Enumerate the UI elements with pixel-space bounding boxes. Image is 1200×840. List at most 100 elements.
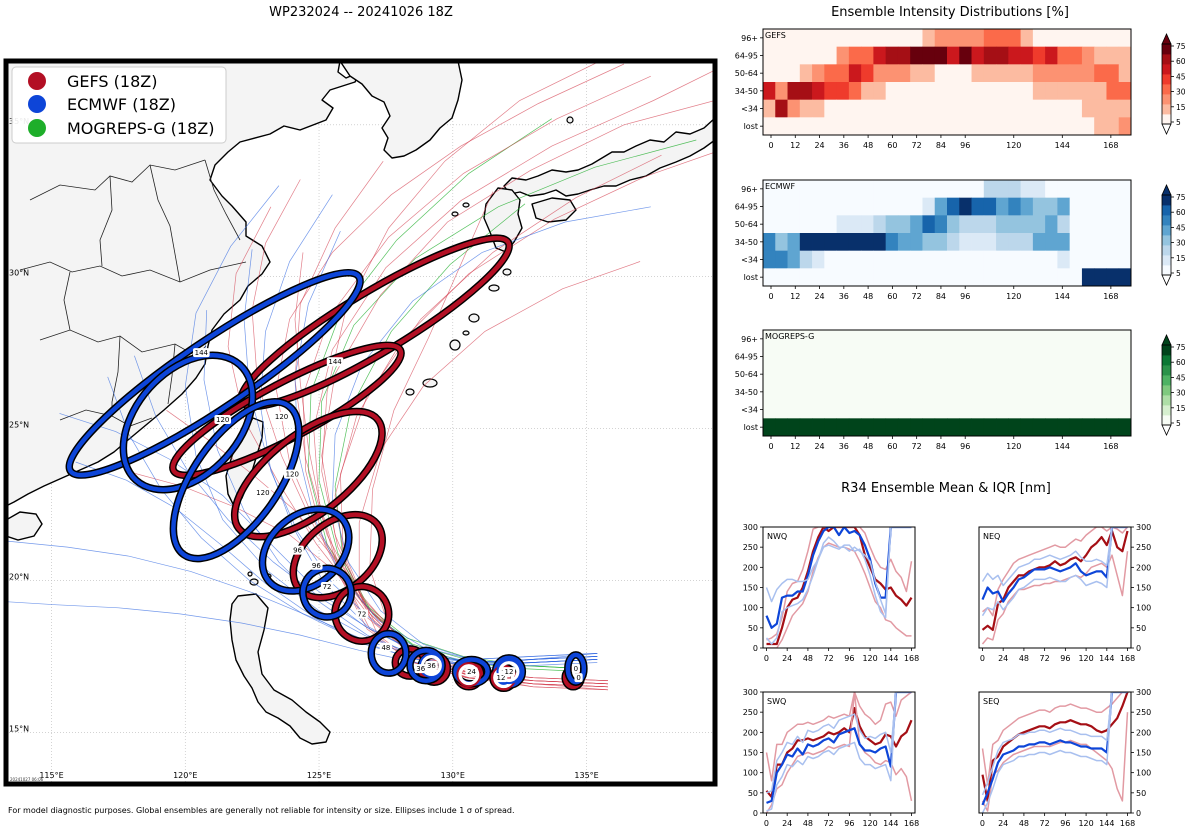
- heatmap-cell: [861, 197, 874, 216]
- r34-ytick-label: 150: [1136, 584, 1151, 593]
- heatmap-cell: [836, 347, 850, 366]
- heatmap-cell: [836, 250, 850, 269]
- track-position-ring-outer: [496, 659, 522, 685]
- heatmap-cell: [959, 29, 972, 48]
- heatmap-cell: [848, 117, 862, 136]
- r34-ytick-label: 150: [1136, 749, 1151, 758]
- heatmap-cell: [1008, 250, 1021, 269]
- heatmap-cell: [763, 400, 776, 419]
- heatmap-cell: [763, 64, 776, 83]
- heatmap-cell: [1020, 64, 1034, 83]
- heatmap-ytick-label: 64-95: [735, 203, 758, 212]
- heatmap-cell: [934, 99, 948, 118]
- heatmap-cell: [812, 64, 825, 83]
- heatmap-cell: [947, 117, 960, 136]
- heatmap-xtick-label: 24: [814, 442, 824, 451]
- heatmap-cell: [910, 46, 923, 65]
- colorbar-segment: [1162, 114, 1171, 125]
- heatmap-cell: [959, 197, 972, 216]
- heatmap-cell: [848, 268, 862, 287]
- heatmap-cell: [1094, 383, 1107, 402]
- heatmap-cell: [812, 99, 825, 118]
- heatmap-cell: [885, 330, 899, 349]
- track-position-ring: [458, 663, 480, 686]
- r34-ytick-label: 200: [743, 728, 758, 737]
- heatmap-cell: [1106, 383, 1120, 402]
- heatmap-cell: [1106, 330, 1120, 349]
- heatmap-cell: [1106, 233, 1120, 252]
- heatmap-cell: [959, 117, 972, 136]
- heatmap-cell: [775, 46, 788, 65]
- heatmap-cell: [1045, 64, 1058, 83]
- r34-chart-swq: SWQ 0 24 48 72 96 120 144 168 0 50 100 150 200 250 300: [743, 688, 919, 828]
- heatmap-xtick-label: 60: [887, 292, 897, 301]
- heatmap-cell: [799, 268, 813, 287]
- heatmap-cell: [1118, 330, 1132, 349]
- heatmap-cell: [1069, 418, 1083, 437]
- heatmap-xtick-label: 36: [839, 292, 849, 301]
- heatmap-cell: [1094, 99, 1107, 118]
- r34-xtick-label: 168: [1120, 654, 1135, 663]
- heatmap-ytick-label: 64-95: [735, 52, 758, 61]
- r34-ytick-label: 200: [743, 563, 758, 572]
- heatmap-cell: [1020, 418, 1034, 437]
- heatmap-cell: [1008, 117, 1021, 136]
- heatmap-cell: [934, 46, 948, 65]
- heatmap-cell: [1106, 197, 1120, 216]
- heatmap-cell: [775, 400, 788, 419]
- r34-xtick-label: 72: [1040, 819, 1050, 828]
- heatmap-cell: [787, 400, 801, 419]
- map-lat-tick-label: 25°N: [9, 421, 29, 430]
- gefs-hour-label-bg: [574, 673, 583, 683]
- r34-quadrant-label: SEQ: [983, 697, 999, 706]
- heatmap-cell: [1106, 400, 1120, 419]
- heatmap-cell: [1118, 46, 1132, 65]
- colorbar-segment: [1162, 245, 1171, 256]
- r34-xtick-label: 48: [1019, 819, 1029, 828]
- heatmap-cell: [873, 46, 887, 65]
- r34-series-line: [981, 692, 1128, 806]
- heatmap-cell: [787, 418, 801, 437]
- heatmap-cell: [812, 197, 825, 216]
- heatmap-cell: [1020, 99, 1034, 118]
- heatmap-cell: [1008, 99, 1021, 118]
- heatmap-cell: [897, 383, 911, 402]
- map-frame: [3, 58, 718, 787]
- heatmap-cell: [897, 197, 911, 216]
- colorbar-tick-label: 75: [1176, 193, 1186, 202]
- heatmap-cell: [910, 250, 923, 269]
- heatmap-cell: [996, 383, 1009, 402]
- heatmap-cell: [971, 383, 985, 402]
- heatmap-cell: [1008, 82, 1021, 101]
- heatmap-cell: [1020, 250, 1034, 269]
- heatmap-cell: [885, 418, 899, 437]
- colorbar-segment: [1162, 265, 1171, 276]
- heatmap-cell: [934, 268, 948, 287]
- ecmwf-spread-ellipse: [260, 506, 352, 594]
- colorbar-extend-max: [1161, 184, 1172, 196]
- r34-ytick-label: 0: [753, 644, 758, 653]
- r34-series-line: [766, 692, 912, 812]
- heatmap-cell: [947, 99, 960, 118]
- colorbar-ecmwf: 75 60 45 30 15 5: [1161, 184, 1186, 286]
- heatmap-xtick-label: 120: [1006, 292, 1021, 301]
- heatmap-cell: [1045, 117, 1058, 136]
- heatmap-cell: [787, 99, 801, 118]
- heatmap-cell: [836, 233, 850, 252]
- heatmap-cell: [947, 268, 960, 287]
- heatmap-cell: [787, 82, 801, 101]
- heatmap-cell: [983, 197, 997, 216]
- heatmap-cell: [1106, 180, 1120, 199]
- heatmap-cell: [910, 347, 923, 366]
- gefs-hour-label-bg: [310, 560, 323, 570]
- ecmwf-hour-label-bg: [291, 545, 304, 555]
- r34-series-line: [766, 692, 912, 794]
- heatmap-cell: [799, 347, 813, 366]
- heatmap-cell: [1106, 347, 1120, 366]
- heatmap-cell: [996, 250, 1009, 269]
- heatmap-ytick-label: 34-50: [735, 388, 758, 397]
- heatmap-cell: [861, 29, 874, 48]
- heatmap-cell: [1106, 46, 1120, 65]
- r34-ytick-label: 50: [1136, 789, 1146, 798]
- heatmap-cell: [897, 233, 911, 252]
